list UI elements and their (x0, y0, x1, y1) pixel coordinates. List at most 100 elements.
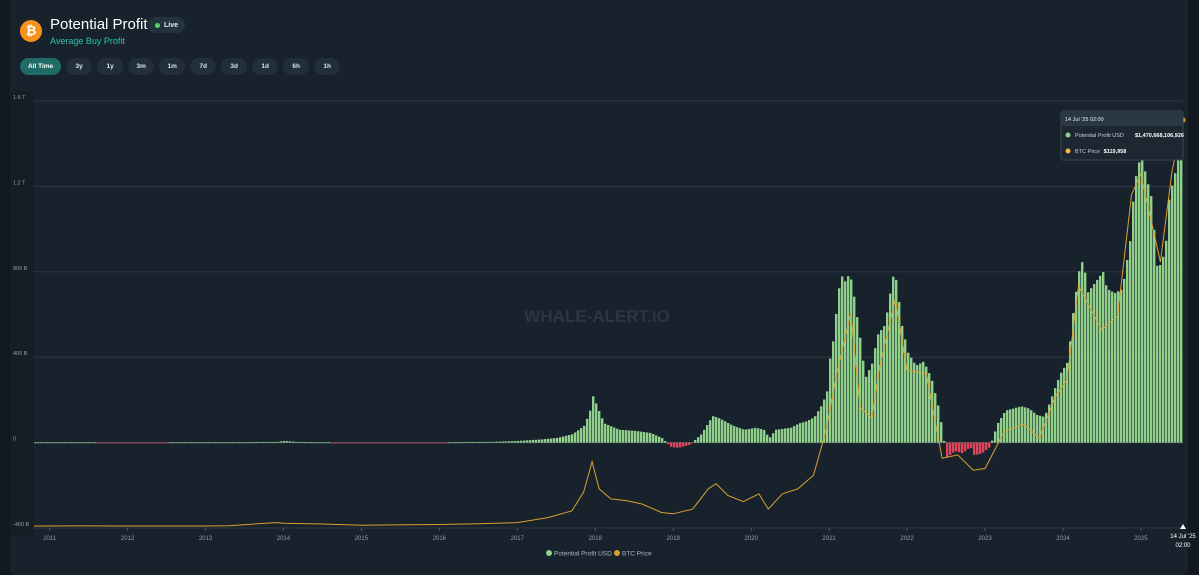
tooltip-row-value: $1,470,668,106,926 (1135, 133, 1184, 139)
profit-bar (748, 428, 751, 443)
range-button-all-time[interactable]: All Time (20, 58, 62, 75)
profit-bar (649, 432, 652, 443)
profit-bar (1048, 404, 1051, 443)
profit-bar (553, 438, 556, 443)
profit-bar (1018, 406, 1021, 443)
profit-bar (1162, 256, 1165, 443)
profit-bar (559, 437, 562, 443)
profit-bar (364, 442, 367, 444)
profit-bar (781, 428, 784, 443)
profit-bar (313, 442, 316, 444)
profit-bar (1057, 379, 1060, 443)
profit-bar (556, 437, 559, 443)
profit-bar (565, 435, 568, 443)
profit-bar (703, 429, 706, 443)
profit-bar (208, 442, 211, 444)
profit-bar (895, 279, 898, 443)
profit-bar (1180, 144, 1183, 443)
tooltip-row-label: BTC Price (1075, 149, 1100, 155)
profit-bar (907, 352, 910, 443)
profit-bar (808, 419, 811, 443)
profit-bar (388, 442, 391, 444)
profit-bar (1102, 272, 1105, 443)
range-button-3d[interactable]: 3d (221, 58, 248, 75)
range-button-1h[interactable]: 1h (314, 58, 341, 75)
profit-bar (1117, 291, 1120, 443)
y-tick-label: 400 B (13, 351, 28, 357)
x-tick-label: 2019 (667, 536, 681, 542)
profit-bar (757, 428, 760, 443)
profit-bar (562, 436, 565, 443)
range-button-1m[interactable]: 1m (159, 58, 186, 75)
profit-bar (100, 442, 103, 444)
profit-bar (400, 442, 403, 444)
tooltip-header (1061, 111, 1183, 126)
profit-bar (103, 442, 106, 444)
profit-bar (1012, 408, 1015, 443)
profit-bar (850, 279, 853, 443)
profit-bar (949, 442, 952, 456)
profit-bar (142, 442, 145, 444)
range-button-6h[interactable]: 6h (283, 58, 310, 75)
profit-bar (913, 362, 916, 443)
profit-bar (502, 441, 505, 443)
profit-bar (190, 442, 193, 444)
profit-bar (193, 442, 196, 444)
profit-bar (520, 440, 523, 443)
profit-bar (853, 296, 856, 443)
profit-bar (640, 431, 643, 443)
profit-bar (466, 442, 469, 443)
profit-bar (397, 442, 400, 444)
legend-profit-label: Potential Profit USD (554, 551, 612, 558)
profit-bar (943, 440, 946, 443)
profit-bar (574, 432, 577, 443)
profit-bar (262, 442, 265, 443)
profit-bar (1150, 196, 1153, 443)
range-button-1y[interactable]: 1y (97, 58, 124, 75)
profit-bar (958, 442, 961, 453)
range-button-1d[interactable]: 1d (252, 58, 279, 75)
range-button-7d[interactable]: 7d (190, 58, 217, 75)
profit-bar (133, 442, 136, 444)
profit-bar (715, 417, 718, 443)
x-tick-label: 2011 (43, 536, 57, 542)
profit-bar (619, 429, 622, 443)
profit-bar (1123, 278, 1126, 443)
profit-bar (916, 365, 919, 443)
profit-bar (334, 442, 337, 444)
profit-bar (94, 442, 97, 444)
range-button-3y[interactable]: 3y (66, 58, 93, 75)
x-tick-label: 2012 (121, 536, 135, 542)
profit-bar (151, 442, 154, 444)
profit-bar (796, 424, 799, 443)
profit-bar (1063, 367, 1066, 443)
profit-bar (157, 442, 160, 444)
profit-bar (331, 442, 334, 444)
x-tick-label: 2023 (978, 536, 992, 542)
profit-bar (358, 442, 361, 444)
profit-bar (610, 426, 613, 443)
profit-bar (1006, 410, 1009, 443)
profit-bar (802, 422, 805, 443)
profit-bar (361, 442, 364, 444)
profit-bar (328, 442, 331, 444)
profit-bar (40, 442, 43, 444)
profit-bar (469, 442, 472, 443)
watermark: WHALE-ALERT.IO (524, 307, 669, 326)
profit-bar (421, 442, 424, 444)
profit-bar (37, 442, 40, 444)
profit-bar (928, 373, 931, 443)
live-dot-icon (155, 22, 160, 28)
profit-bar (304, 442, 307, 444)
profit-bar (475, 442, 478, 443)
profit-bar (586, 418, 589, 443)
profit-bar (145, 442, 148, 444)
profit-bar (589, 410, 592, 443)
profit-bar (547, 438, 550, 443)
profit-bar (763, 430, 766, 443)
profit-bar (319, 442, 322, 444)
range-button-3m[interactable]: 3m (128, 58, 155, 75)
profit-bar (118, 442, 121, 444)
profit-bar (220, 442, 223, 444)
